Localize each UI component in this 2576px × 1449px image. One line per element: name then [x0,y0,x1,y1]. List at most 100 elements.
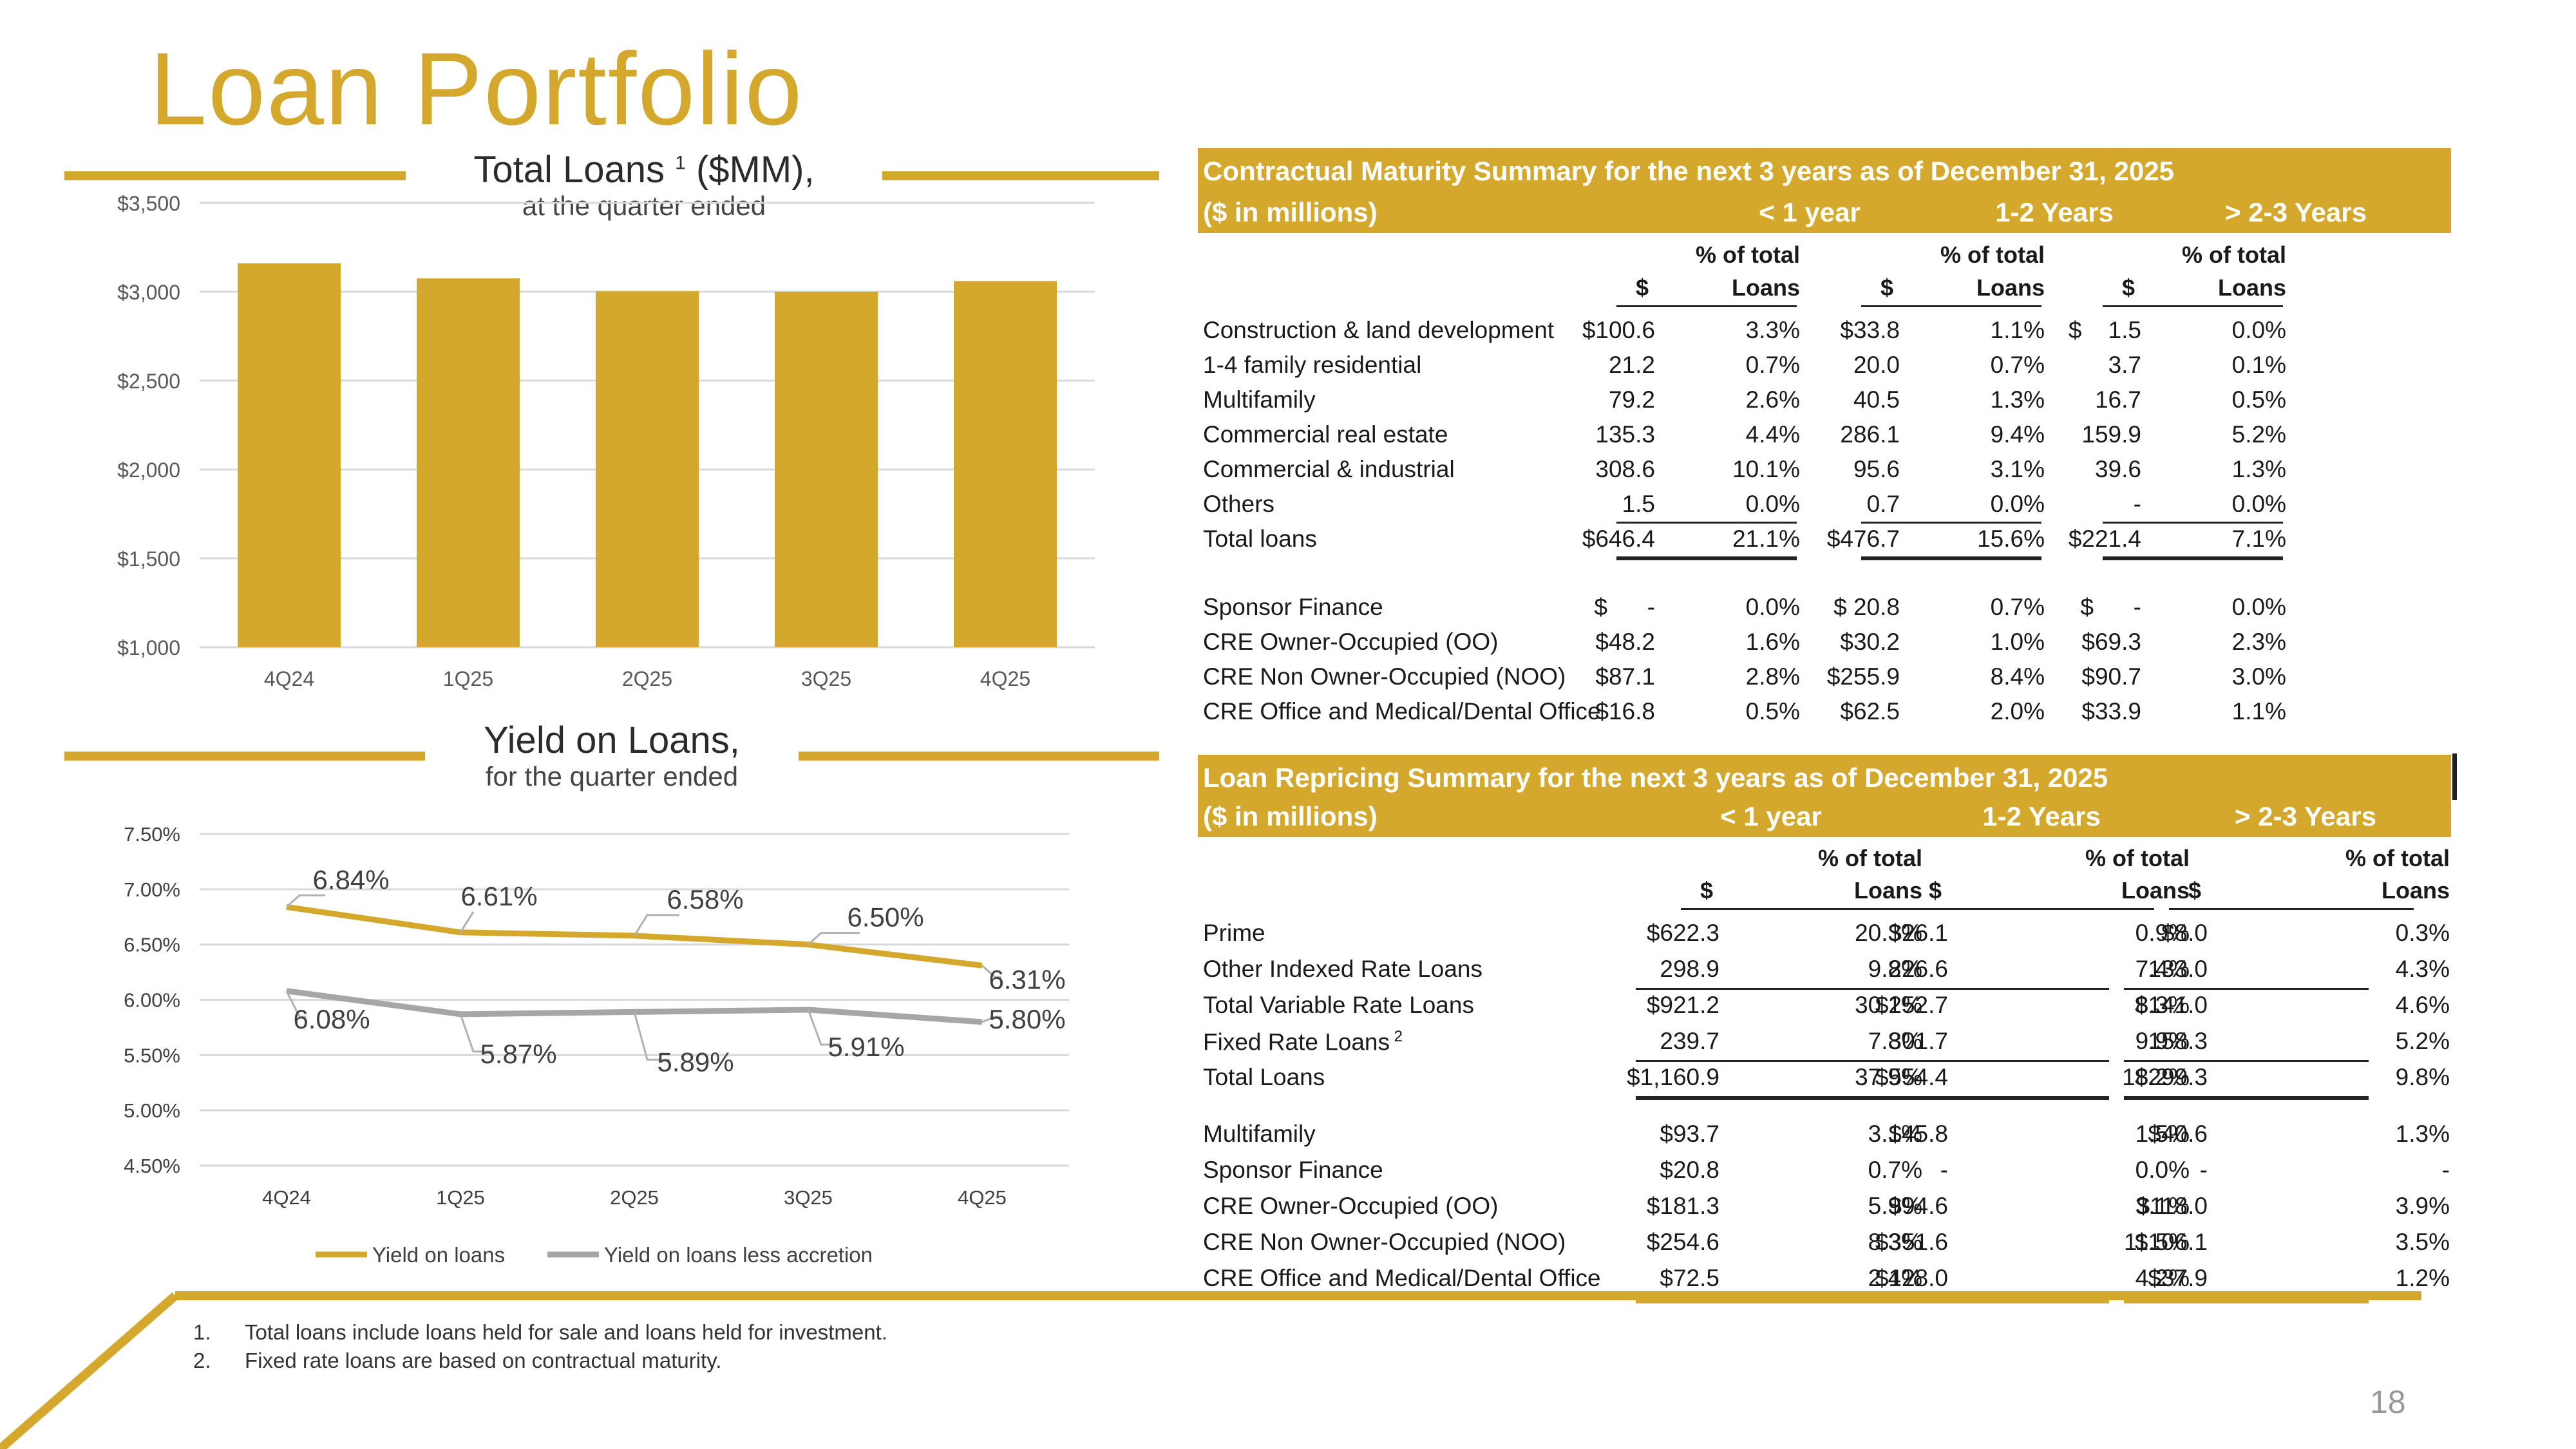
table-row: CRE Non Owner-Occupied (NOO) $87.1 2.8% $25… [1198,663,2451,698]
bar [238,263,341,648]
table-row: Fixed Rate Loans 2 239.7 7.8% 301.7 9.9% 158.… [1198,1028,2451,1063]
y-tick-label: $2,000 [117,459,180,482]
table-cell: $90.7 [2081,663,2141,690]
y-tick-label: $2,500 [117,370,180,393]
table-cell: 7.8% [1868,1028,1922,1054]
table-cell: $69.3 [2081,629,2141,655]
table-cell: 0.3% [2395,920,2450,946]
y-tick-label: 4.50% [124,1155,180,1177]
row-label: Sponsor Finance [1203,1157,1383,1183]
table-cell: $221.4 [2068,526,2141,552]
divider-rule [64,752,425,761]
table-row: 1-4 family residential 21.2 0.7% 20.0 0.7% 3.… [1198,352,2451,386]
table-cell: $ 1.5 [2068,317,2141,343]
table-cell: 1.3% [2395,1121,2450,1147]
table-cell: 30.1% [1855,992,1922,1018]
table-cell: 20.0 [1853,352,1900,378]
x-tick-label: 2Q25 [610,1186,659,1209]
x-tick-label: 3Q25 [784,1186,833,1209]
table-row: CRE Office and Medical/Dental Office $72.… [1198,1265,2451,1300]
yield-chart-title: Yield on Loans, for the quarter ended [484,719,740,791]
table-cell: 2.6% [1745,386,1800,413]
table-cell: 301.7 [1888,1028,1948,1054]
table-cell: 0.1% [2231,352,2286,378]
row-label: CRE Office and Medical/Dental Office [1203,1265,1601,1291]
table-cell: $45.8 [1888,1121,1948,1147]
leader-line [459,1014,493,1053]
column-header: $ [1928,877,1942,904]
table-cell: 3.9% [2395,1193,2450,1219]
table-cell: $72.5 [1660,1265,1719,1291]
table-cell: 0.0% [2231,491,2286,517]
series-line [286,904,983,969]
footnote-2: 2. Fixed rate loans are based on contract… [193,1349,722,1372]
total-rule [1636,1060,1880,1062]
row-label: 1-4 family residential [1203,352,1422,378]
table-cell: 9.9% [2135,1028,2190,1054]
bottom-accent-line [0,1291,2421,1449]
total-rule [1616,522,1797,524]
total-rule [2124,988,2369,990]
table-cell: $299.3 [2134,1064,2208,1090]
table-cell: - [2441,1157,2450,1183]
table-cell: $646.4 [1582,526,1655,552]
table-cell: $ 20.8 [1833,594,1900,620]
table-cell: 308.6 [1595,456,1655,482]
table-cell: 2.3% [2231,629,2286,655]
table-cell: 37.9% [1855,1064,1922,1090]
leader-line [459,911,475,933]
table-cell: 1.5 [1622,491,1655,517]
table-cell: $255.9 [1826,663,1900,690]
table-cell: 8.3% [1868,1229,1922,1255]
column-header: Loans [2121,877,2190,904]
column-header: Loans [2381,877,2450,904]
legend-label: Yield on loans [372,1243,505,1267]
data-label: 6.08% [293,1004,370,1034]
table-cell: 1.3% [2231,456,2286,482]
total-rule [1636,988,1880,990]
table-cell: 5.2% [2231,421,2286,448]
row-label: Others [1203,491,1275,517]
table-cell: 1.5% [2135,1121,2190,1147]
total-rule [1864,1300,2109,1303]
total-rule [1864,988,2109,990]
table-cell: - [2199,1157,2208,1183]
footnote-1: 1. Total loans include loans held for sal… [193,1320,887,1344]
divider-rule [882,171,1159,180]
data-label: 6.61% [460,881,537,911]
y-tick-label: $1,000 [117,636,180,659]
column-header: $ [1635,274,1649,301]
divider-rule [799,752,1159,761]
table-cell: 4.4% [1745,421,1800,448]
table-cell: 9.8% [1868,956,1922,982]
table-cell: 159.9 [2081,421,2141,448]
table-cell: 21.2 [1608,352,1655,378]
table-cell: 135.3 [1595,421,1655,448]
table-cell: $ - [2080,594,2141,620]
table-cell: 0.9% [2135,920,2190,946]
table-row: Other Indexed Rate Loans 298.9 9.8% 226.6 7.… [1198,956,2451,990]
divider-rule [64,171,406,180]
table-cell: 10.1% [1732,456,1800,482]
table-cell: $33.8 [1840,317,1900,343]
page-title: Loan Portfolio [149,31,804,146]
y-tick-label: 7.50% [124,823,180,846]
column-group-label: > 2-3 Years [2235,801,2376,831]
table-units: ($ in millions) [1203,801,1378,831]
bar [417,278,520,647]
table-row: Sponsor Finance $ - 0.0% $ 20.8 0.7% $ - 0.0% [1198,594,2451,629]
table-cell: 0.7% [1990,594,2045,620]
header-underline [2169,908,2414,910]
table-cell: $30.2 [1840,629,1900,655]
table-cell: $94.6 [1888,1193,1948,1219]
table-cell: 3.7 [2108,352,2141,378]
table-cell: 5.9% [1868,1193,1922,1219]
table-row: Others 1.5 0.0% 0.7 0.0% - 0.0% [1198,491,2451,526]
table-header: Loan Repricing Summary for the next 3 ye… [1198,755,2451,837]
y-tick-label: 7.00% [124,878,180,901]
x-tick-label: 4Q24 [262,1186,311,1209]
legend-label: Yield on loans less accretion [604,1243,873,1267]
table-row: Commercial real estate 135.3 4.4% 286.1 9.4%… [1198,421,2451,456]
column-header: % of total [1940,242,2045,268]
header-underline [1861,305,2041,307]
